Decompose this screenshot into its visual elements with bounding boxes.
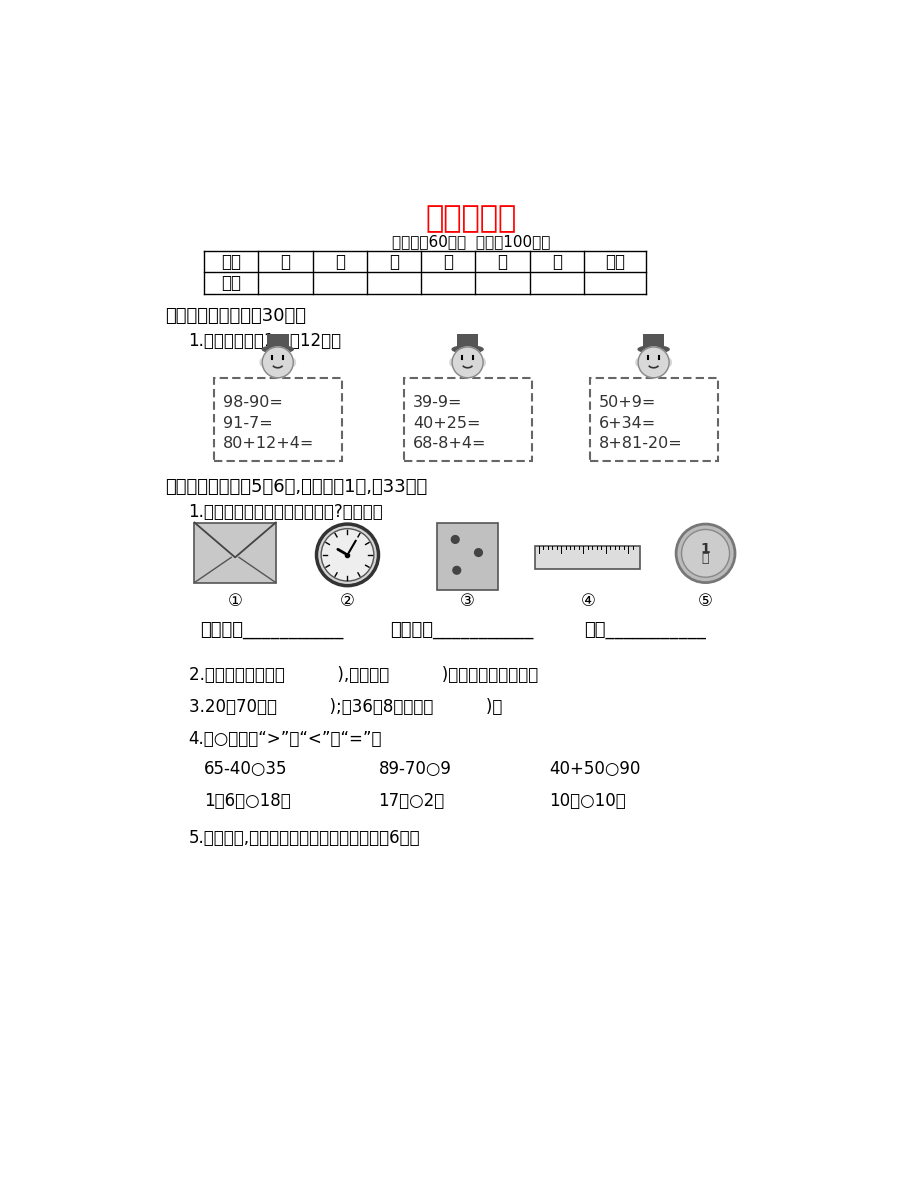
Text: 四: 四 bbox=[443, 252, 453, 270]
FancyBboxPatch shape bbox=[403, 378, 531, 461]
Circle shape bbox=[452, 567, 460, 574]
Ellipse shape bbox=[260, 358, 265, 366]
FancyBboxPatch shape bbox=[642, 333, 664, 349]
Circle shape bbox=[474, 549, 482, 556]
Ellipse shape bbox=[638, 345, 668, 353]
Text: 1: 1 bbox=[700, 542, 709, 556]
Text: ①: ① bbox=[227, 592, 243, 610]
Text: 40+50○90: 40+50○90 bbox=[549, 760, 640, 778]
Text: ④: ④ bbox=[580, 592, 595, 610]
Text: 80+12+4=: 80+12+4= bbox=[223, 436, 314, 451]
Text: 正方形：___________: 正方形：___________ bbox=[390, 621, 533, 640]
Text: 4.在○里填上“>”、“<”或“=”。: 4.在○里填上“>”、“<”或“=”。 bbox=[188, 730, 381, 748]
Text: 5.看图写数,再按从小到大的顺序排一排。（6分）: 5.看图写数,再按从小到大的顺序排一排。（6分） bbox=[188, 829, 420, 847]
FancyBboxPatch shape bbox=[456, 333, 478, 349]
Text: 1.口算。（每题1分,入12分）: 1.口算。（每题1分,入12分） bbox=[188, 331, 341, 350]
Text: 91-7=: 91-7= bbox=[223, 416, 273, 430]
Text: 2.最小的两位数是（          ),再加上（          )就是最大的两位数。: 2.最小的两位数是（ ),再加上（ )就是最大的两位数。 bbox=[188, 666, 538, 684]
Ellipse shape bbox=[262, 345, 293, 353]
Ellipse shape bbox=[451, 345, 482, 353]
Circle shape bbox=[262, 347, 293, 378]
Text: 6+34=: 6+34= bbox=[598, 416, 655, 430]
Text: 3.20比70少（          );比36多8的数是（          )。: 3.20比70少（ );比36多8的数是（ )。 bbox=[188, 698, 502, 716]
Text: 98-90=: 98-90= bbox=[223, 394, 283, 410]
Text: 五: 五 bbox=[497, 252, 507, 270]
Text: 长方形：___________: 长方形：___________ bbox=[200, 621, 344, 640]
Circle shape bbox=[638, 347, 668, 378]
Text: 期末测试卷: 期末测试卷 bbox=[425, 205, 516, 233]
Ellipse shape bbox=[290, 358, 295, 366]
Bar bbox=[194, 523, 276, 582]
Text: 总分: 总分 bbox=[604, 252, 624, 270]
Text: 二: 二 bbox=[335, 252, 345, 270]
FancyBboxPatch shape bbox=[267, 333, 289, 349]
Circle shape bbox=[681, 530, 729, 578]
Text: ③: ③ bbox=[460, 592, 474, 610]
Bar bbox=[437, 523, 497, 591]
Text: 二、填空题。（第5题6分,其余每癴1分,入33分）: 二、填空题。（第5题6分,其余每癴1分,入33分） bbox=[165, 478, 427, 495]
Text: 一: 一 bbox=[280, 252, 290, 270]
Text: 1元6角○18角: 1元6角○18角 bbox=[204, 792, 290, 810]
Bar bbox=[535, 545, 640, 569]
Text: 分: 分 bbox=[701, 553, 709, 566]
Ellipse shape bbox=[635, 358, 640, 366]
Ellipse shape bbox=[666, 358, 671, 366]
Text: 89-70○9: 89-70○9 bbox=[378, 760, 451, 778]
Text: 65-40○35: 65-40○35 bbox=[204, 760, 288, 778]
FancyBboxPatch shape bbox=[589, 378, 717, 461]
Text: 40+25=: 40+25= bbox=[413, 416, 480, 430]
Text: 10元○10角: 10元○10角 bbox=[549, 792, 625, 810]
Text: 1.下列物品的面分别是什么图形?填序号。: 1.下列物品的面分别是什么图形?填序号。 bbox=[188, 503, 383, 520]
Text: （时间：60分钟  渔分：100分）: （时间：60分钟 渔分：100分） bbox=[391, 233, 550, 249]
Text: 一、神机妙算。（入30分）: 一、神机妙算。（入30分） bbox=[165, 307, 306, 325]
Text: 68-8+4=: 68-8+4= bbox=[413, 436, 486, 451]
Circle shape bbox=[451, 347, 482, 378]
Circle shape bbox=[321, 529, 373, 581]
Text: ⑤: ⑤ bbox=[698, 592, 712, 610]
Text: 8+81-20=: 8+81-20= bbox=[598, 436, 682, 451]
Text: 50+9=: 50+9= bbox=[598, 394, 655, 410]
Text: 三: 三 bbox=[389, 252, 399, 270]
Text: ②: ② bbox=[340, 592, 355, 610]
Text: 17分○2角: 17分○2角 bbox=[378, 792, 444, 810]
Text: 圆：___________: 圆：___________ bbox=[584, 621, 705, 640]
Circle shape bbox=[451, 536, 459, 543]
FancyBboxPatch shape bbox=[213, 378, 341, 461]
Text: 39-9=: 39-9= bbox=[413, 394, 462, 410]
Ellipse shape bbox=[481, 358, 485, 366]
Text: 题号: 题号 bbox=[221, 252, 241, 270]
Text: 得分: 得分 bbox=[221, 274, 241, 292]
Circle shape bbox=[675, 524, 734, 582]
Text: 六: 六 bbox=[551, 252, 562, 270]
Circle shape bbox=[316, 524, 378, 586]
Ellipse shape bbox=[449, 358, 454, 366]
